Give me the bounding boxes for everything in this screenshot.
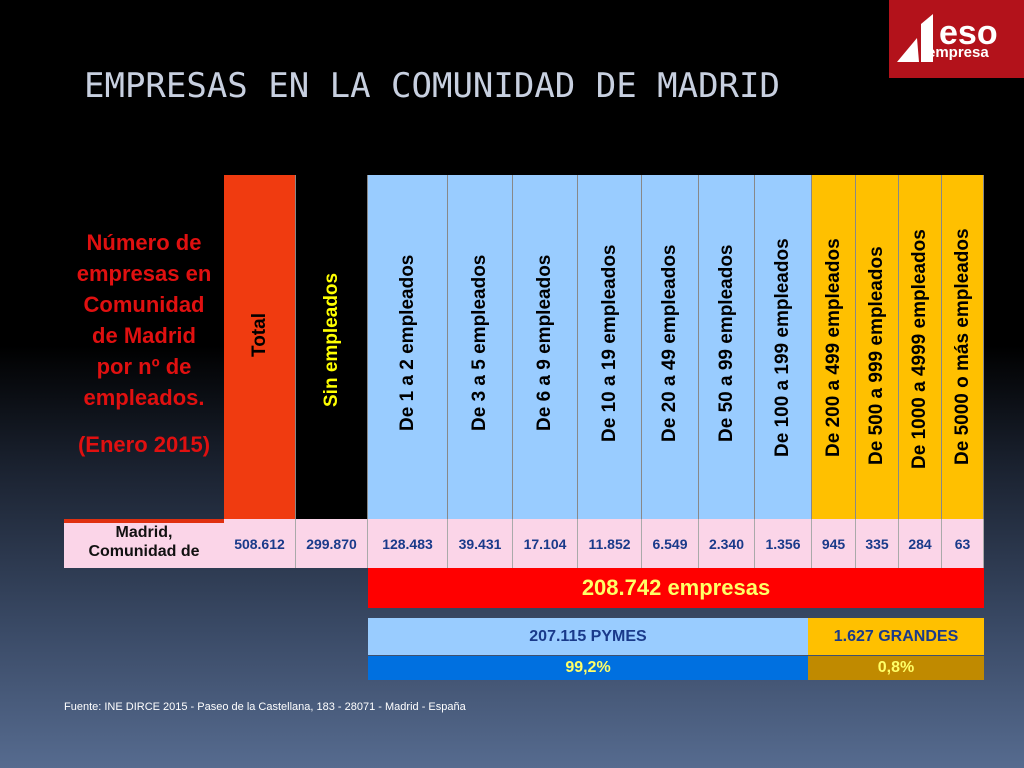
- value-cell: 508.612: [224, 519, 296, 568]
- column-header: De 50 a 99 empleados: [699, 175, 755, 519]
- page-title: EMPRESAS EN LA COMUNIDAD DE MADRID: [84, 66, 780, 106]
- column-header-label: De 5000 o más empleados: [951, 228, 973, 465]
- caption-line: Número de: [86, 230, 202, 255]
- caption-line: empleados.: [83, 385, 205, 410]
- column-header-label: Total: [248, 313, 270, 357]
- column-header: De 100 a 199 empleados: [755, 175, 812, 519]
- caption-line: empresas en: [76, 261, 212, 286]
- value-cell: 39.431: [448, 519, 513, 568]
- column-header: De 1000 a 4999 empleados: [899, 175, 942, 519]
- table-caption: Número de empresas en Comunidad de Madri…: [64, 227, 224, 460]
- column-header: De 200 a 499 empleados: [812, 175, 856, 519]
- total-band: 208.742 empresas: [368, 568, 984, 608]
- caption-line: por nº de: [96, 354, 192, 379]
- value-cell: 284: [899, 519, 942, 568]
- caption-line: de Madrid: [92, 323, 196, 348]
- value-cell: 335: [856, 519, 899, 568]
- column-header-label: De 20 a 49 empleados: [659, 244, 680, 443]
- logo-mark-icon: eso: [897, 14, 998, 62]
- column-header: Total: [224, 175, 296, 519]
- caption-line: Comunidad: [83, 292, 205, 317]
- column-header-label: Sin empleados: [320, 272, 342, 407]
- value-cell: 299.870: [296, 519, 368, 568]
- row-label-line: Comunidad de: [88, 543, 200, 560]
- pymes-pct-band: 99,2%: [368, 656, 808, 680]
- column-header-label: De 500 a 999 empleados: [866, 246, 887, 465]
- column-header-label: De 200 a 499 empleados: [822, 238, 844, 457]
- column-header: De 20 a 49 empleados: [642, 175, 699, 519]
- column-header-label: De 1000 a 4999 empleados: [909, 229, 930, 469]
- value-cell: 128.483: [368, 519, 448, 568]
- row-label-line: Madrid,: [115, 524, 173, 541]
- value-cell: 17.104: [513, 519, 578, 568]
- column-header: De 6 a 9 empleados: [513, 175, 578, 519]
- column-header: De 3 a 5 empleados: [448, 175, 513, 519]
- logo-text: empresa: [927, 44, 989, 61]
- column-header-label: De 6 a 9 empleados: [534, 254, 555, 431]
- row-label: Madrid, Comunidad de: [64, 519, 224, 568]
- grandes-pct-band: 0,8%: [808, 656, 984, 680]
- column-header-label: De 100 a 199 empleados: [772, 238, 793, 457]
- pymes-band: 207.115 PYMES: [368, 618, 808, 655]
- value-cell: 63: [942, 519, 984, 568]
- column-header-label: De 50 a 99 empleados: [715, 244, 737, 443]
- logo-brand: eso: [939, 14, 998, 52]
- value-cell: 1.356: [755, 519, 812, 568]
- value-cell: 6.549: [642, 519, 699, 568]
- value-cell: 945: [812, 519, 856, 568]
- column-header-label: De 1 a 2 empleados: [396, 254, 418, 431]
- column-header: De 10 a 19 empleados: [578, 175, 642, 519]
- value-cell: 2.340: [699, 519, 755, 568]
- value-cell: 11.852: [578, 519, 642, 568]
- company-logo: eso empresa: [889, 0, 1024, 78]
- source-note: Fuente: INE DIRCE 2015 - Paseo de la Cas…: [64, 701, 466, 713]
- column-header: De 5000 o más empleados: [942, 175, 984, 519]
- column-header: De 500 a 999 empleados: [856, 175, 899, 519]
- column-header-label: De 3 a 5 empleados: [469, 254, 490, 431]
- caption-date: (Enero 2015): [77, 432, 211, 457]
- column-header: Sin empleados: [296, 175, 368, 519]
- grandes-band: 1.627 GRANDES: [808, 618, 984, 655]
- column-header: De 1 a 2 empleados: [368, 175, 448, 519]
- column-header-label: De 10 a 19 empleados: [598, 244, 620, 443]
